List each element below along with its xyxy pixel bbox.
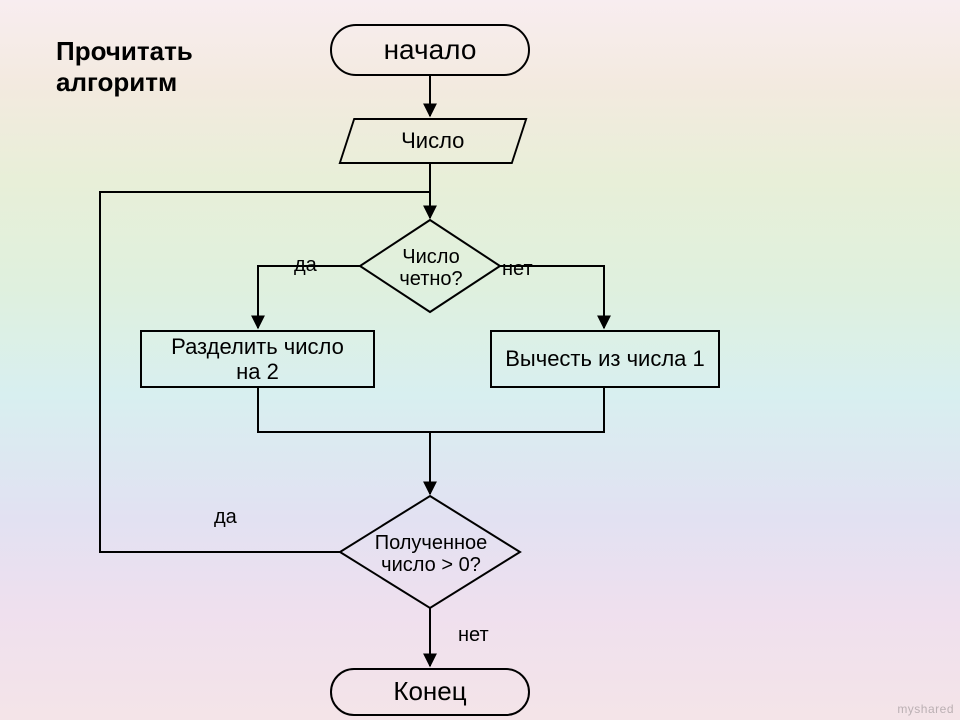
node-input-label: Число [401,128,464,153]
node-start: начало [330,24,530,76]
node-input: Число [339,118,528,164]
diagram-title: Прочитать алгоритм [56,36,193,98]
node-start-label: начало [384,34,477,66]
node-decision2-label: Полученное число > 0? [372,532,490,576]
node-divide-label: Разделить число на 2 [171,334,344,385]
node-subtract: Вычесть из числа 1 [490,330,720,388]
label-no-2: нет [458,624,489,647]
node-decision1-label: Число четно? [396,246,466,290]
node-end-label: Конец [393,677,466,707]
label-yes-2: да [214,506,237,529]
node-subtract-label: Вычесть из числа 1 [505,346,705,371]
node-end: Конец [330,668,530,716]
label-yes-1: да [294,254,317,277]
watermark: myshared [897,702,954,716]
label-no-1: нет [502,258,533,281]
node-divide: Разделить число на 2 [140,330,375,388]
edge-join-to-dec2 [258,388,604,432]
flowchart-canvas: Прочитать алгоритм начало Число Разделит… [0,0,960,720]
